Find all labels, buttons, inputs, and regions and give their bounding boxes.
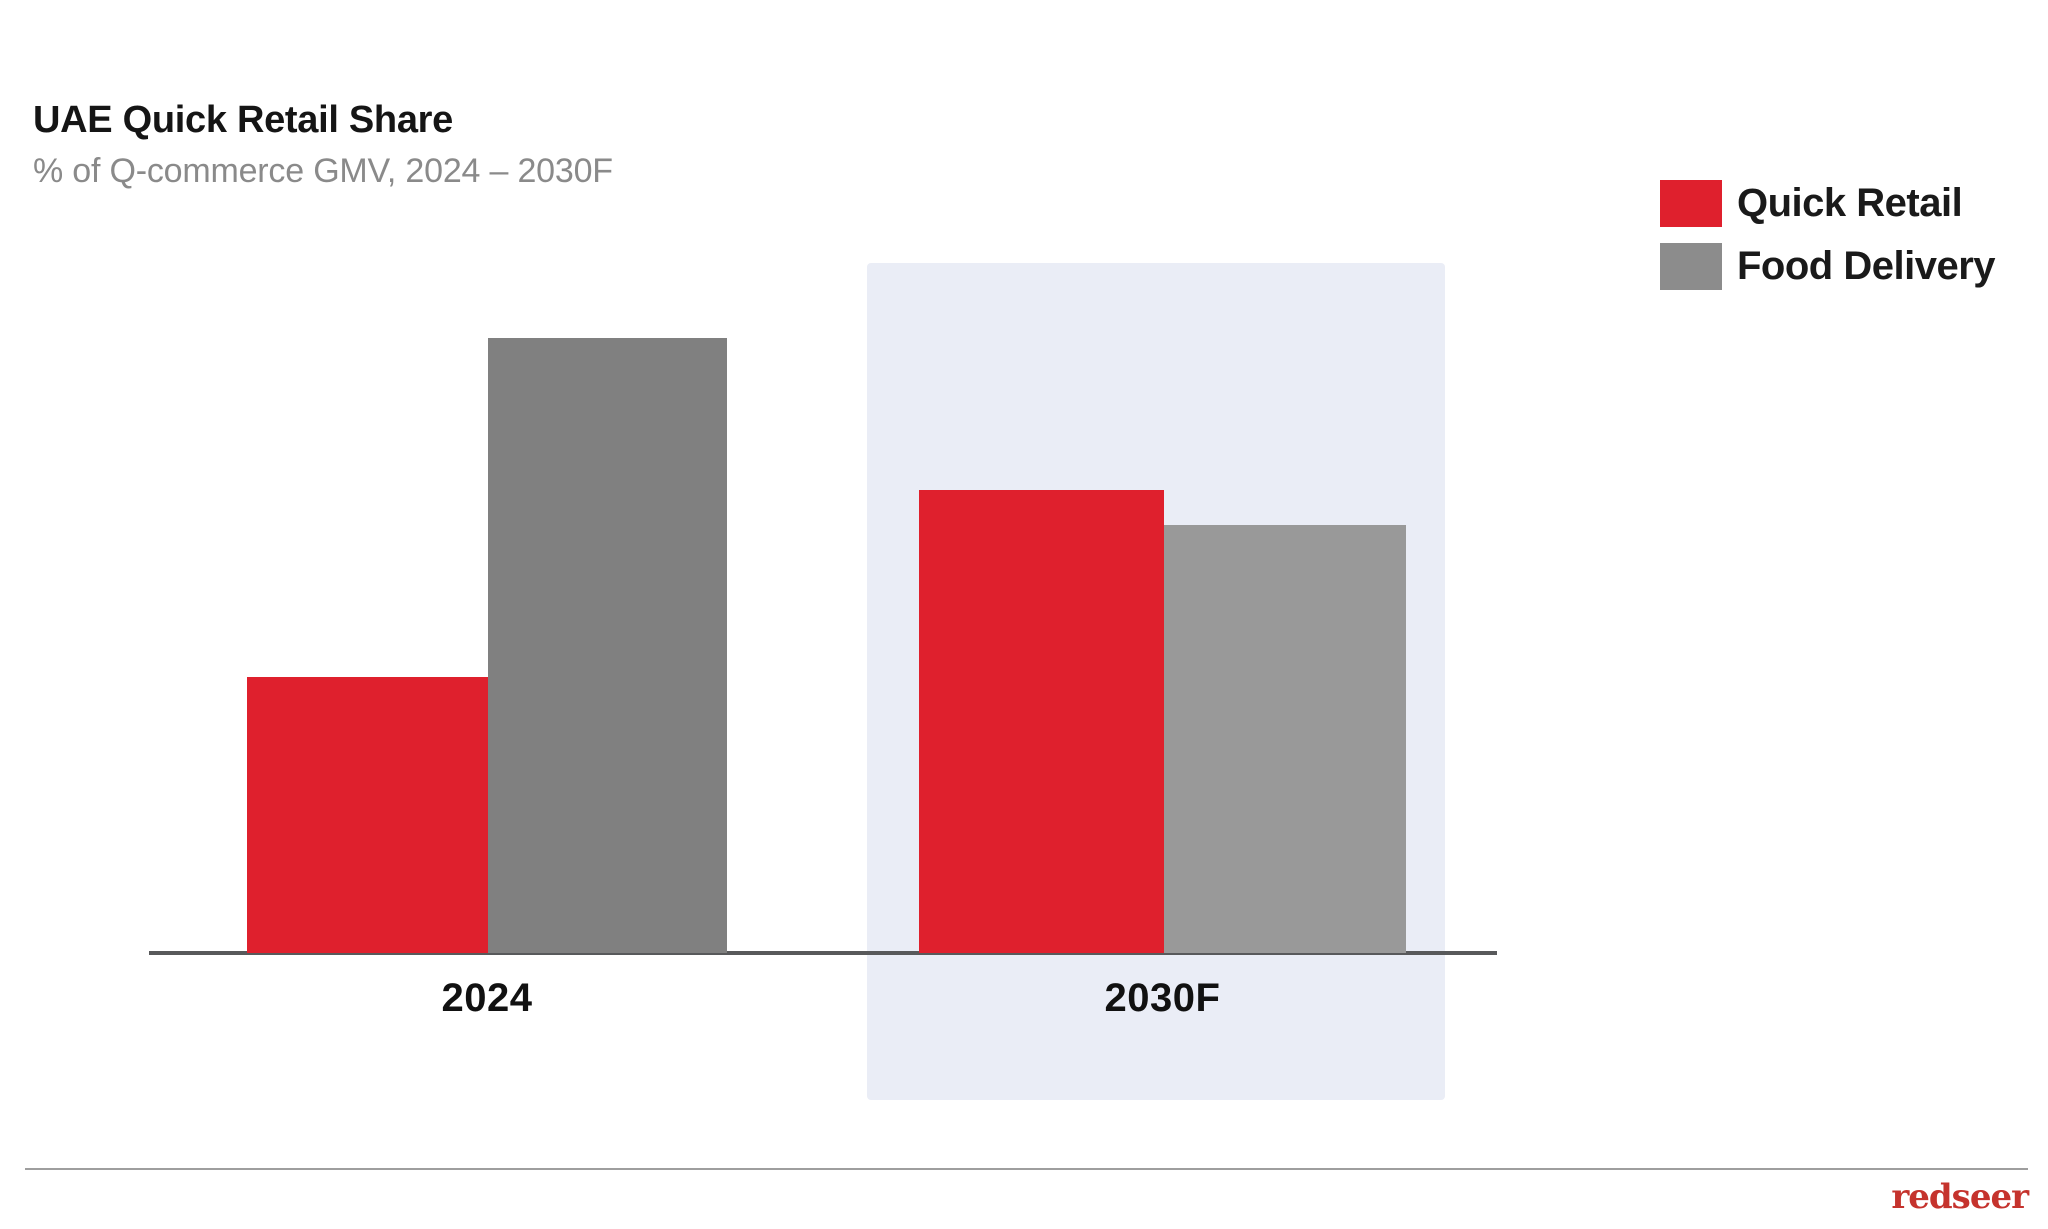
- legend-label-quick-retail: Quick Retail: [1737, 181, 1963, 225]
- x-axis-label-2030f: 2030F: [1104, 976, 1221, 1020]
- quick-retail-swatch-icon: [1660, 180, 1722, 227]
- redseer-logo: redseer: [1891, 1177, 2029, 1217]
- chart-subtitle: % of Q-commerce GMV, 2024 – 2030F: [33, 151, 613, 190]
- bar-2030f-quick-retail: [919, 490, 1164, 953]
- chart-header: UAE Quick Retail Share % of Q-commerce G…: [33, 98, 613, 191]
- x-axis-label-2024: 2024: [441, 976, 533, 1020]
- x-axis-line: [149, 951, 1497, 955]
- legend-label-food-delivery: Food Delivery: [1737, 244, 1996, 288]
- legend-item-quick-retail: Quick Retail: [1660, 180, 1995, 227]
- chart-title: UAE Quick Retail Share: [33, 99, 453, 141]
- legend-item-food-delivery: Food Delivery: [1660, 243, 1996, 290]
- bar-2030f-food-delivery: [1164, 525, 1406, 953]
- food-delivery-swatch-icon: [1660, 243, 1722, 290]
- bar-2024-food-delivery: [488, 338, 727, 953]
- legend: Quick Retail Food Delivery: [1660, 180, 1996, 290]
- bar-2024-quick-retail: [247, 677, 488, 953]
- footer-divider: [25, 1168, 2028, 1170]
